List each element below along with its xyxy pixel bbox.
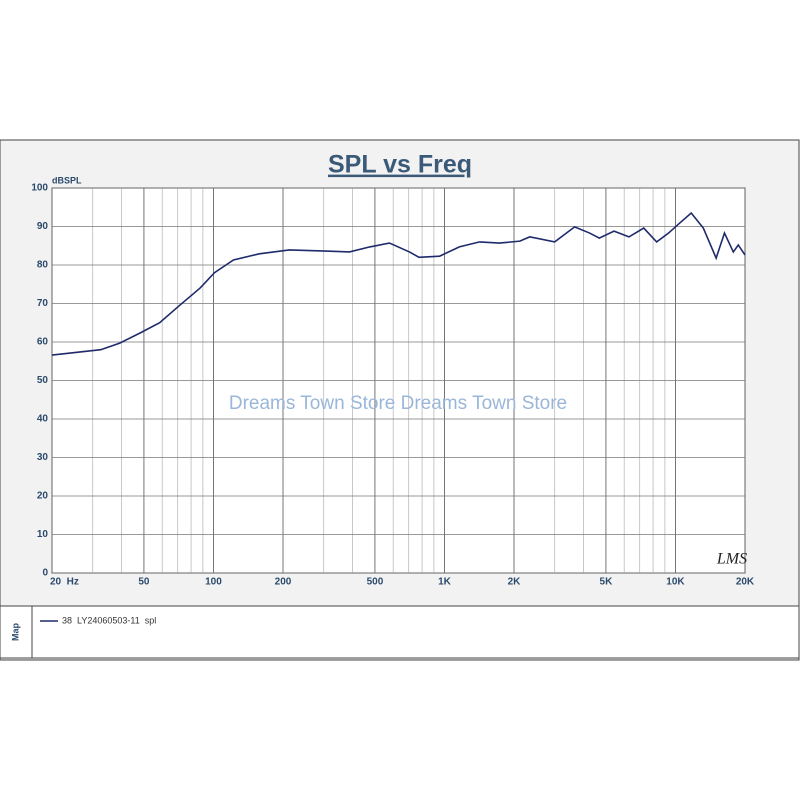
legend-box xyxy=(0,605,800,659)
y-tick-label: 90 xyxy=(37,221,49,232)
logo: LMS xyxy=(716,551,747,568)
y-tick-label: 40 xyxy=(37,414,49,425)
x-tick-label: 50 xyxy=(138,577,150,588)
legend-label: 38 LY24060503-11 spl xyxy=(62,615,156,625)
chart-title: SPL vs Freq xyxy=(328,151,472,179)
y-tick-label: 100 xyxy=(31,183,48,194)
y-tick-label: 70 xyxy=(37,298,49,309)
legend: 38 LY24060503-11 spl xyxy=(40,615,156,625)
y-tick-label: 50 xyxy=(37,375,49,386)
y-tick-label: 60 xyxy=(37,337,49,348)
y-tick-label: 20 xyxy=(37,491,49,502)
y-tick-label: 10 xyxy=(37,529,49,540)
x-tick-label: 1K xyxy=(438,577,452,588)
y-tick-label: 30 xyxy=(37,452,49,463)
x-tick-label: 5K xyxy=(600,577,614,588)
y-axis-label: dBSPL xyxy=(52,175,82,185)
x-tick-label: 10K xyxy=(666,577,685,588)
grid xyxy=(51,187,746,574)
y-tick-label: 80 xyxy=(37,260,49,271)
x-tick-label: 200 xyxy=(275,577,292,588)
x-tick-label: 2K xyxy=(508,577,522,588)
legend-title: Map xyxy=(10,622,20,641)
data-line xyxy=(51,211,746,356)
x-tick-label: 20K xyxy=(736,577,755,588)
x-tick-label: 100 xyxy=(205,577,222,588)
x-tick-label: 500 xyxy=(367,577,384,588)
watermark: Dreams Town Store Dreams Town Store xyxy=(229,393,567,414)
y-tick-label: 0 xyxy=(42,568,48,579)
x-tick-label: 20 Hz xyxy=(50,577,79,588)
